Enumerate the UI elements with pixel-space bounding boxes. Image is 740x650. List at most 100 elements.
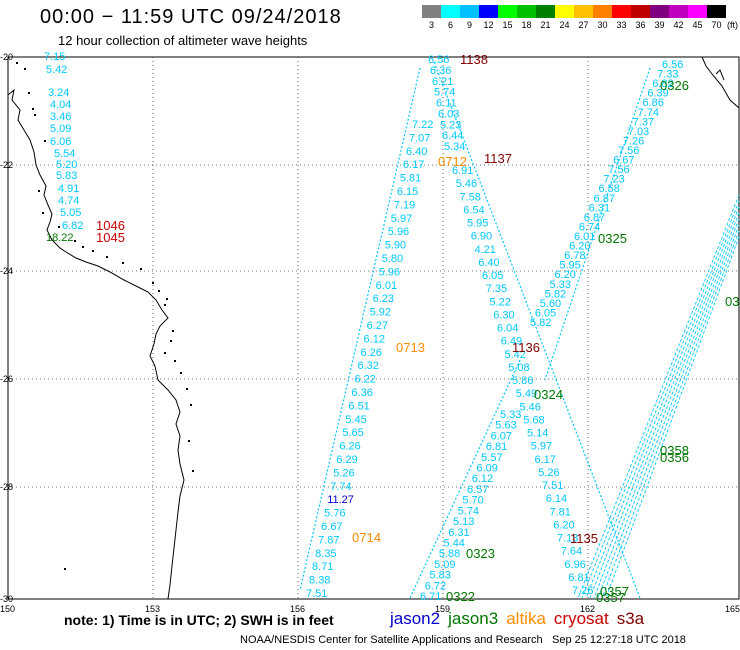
swh-value: 7.33 [657,69,678,81]
swh-value: 5.46 [520,401,541,413]
swh-value: 7.74 [330,481,351,493]
swh-value: 6.14 [546,493,567,505]
pass-label: 0714 [352,530,381,545]
swh-value: 7.56 [608,164,629,176]
swh-value: 5.97 [531,441,552,453]
swh-value: 5.86 [512,375,533,387]
swh-value: 6.36 [430,65,451,77]
lat-label: -30 [0,594,13,604]
swh-value: 6.67 [613,155,634,167]
reef-island [190,404,192,406]
reef-island [186,388,188,390]
new-caledonia-coastline [701,56,740,109]
swh-value: 5.74 [434,87,455,99]
swh-value: 7.35 [486,283,507,295]
swh-value: 5.14 [527,428,548,440]
pass-label: 0358 [660,443,689,458]
swh-value: 6.30 [493,309,514,321]
swh-value: 18.22 [46,232,74,244]
swh-value: 6.51 [348,400,369,412]
swh-value: 7.23 [603,174,624,186]
track-line [581,200,740,599]
scale-label: 70 [711,20,722,30]
scale-color-box [688,5,707,18]
scale-label: 33 [616,20,627,30]
pass-label: 0326 [660,78,689,93]
swh-value: 7.03 [628,126,649,138]
legend-jason2: jason2 [390,609,441,628]
swh-value: 4.04 [50,99,71,111]
reef-island [106,256,108,258]
swh-value: 3.24 [48,87,69,99]
map-frame [7,56,740,600]
lat-label: -24 [0,266,13,276]
scale-label: 18 [521,20,532,30]
reef-island [158,290,160,292]
swh-value: 6.21 [432,76,453,88]
swh-value: 5.45 [345,414,366,426]
reef-island [192,470,194,472]
swh-value: 6.23 [373,293,394,305]
swh-value: 6.31 [589,202,610,214]
track-line [605,236,740,599]
scale-label: 21 [540,20,551,30]
reef-island [74,240,76,242]
swh-value: 5.23 [440,119,461,131]
pass-label: 0323 [466,546,495,561]
swh-value: 7.13 [557,533,578,545]
swh-value: 6.20 [554,269,575,281]
reef-island [164,352,166,354]
reef-island [140,268,142,270]
swh-value: 8.71 [312,561,333,573]
swh-value: 3.46 [50,111,71,123]
swh-value: 5.13 [453,516,474,528]
swh-value: 7.07 [409,132,430,144]
swh-value: 5.49 [516,388,537,400]
swh-value: 7.74 [638,107,659,119]
swh-value: 6.40 [406,146,427,158]
pass-label: 1045 [96,230,125,245]
legend-s3a: s3a [616,609,645,628]
swh-value: 5.70 [462,495,483,507]
reef-island [188,440,190,442]
scale-swatch: 45 [688,5,707,30]
swh-value: 5.88 [439,548,460,560]
lon-label: 165 [725,604,740,614]
track-line [299,67,421,591]
swh-value: 5.68 [523,414,544,426]
track-line [589,212,740,599]
swh-value: 6.54 [463,204,484,216]
swh-value: 5.44 [444,537,465,549]
reef-island [64,568,66,570]
reef-island [170,340,172,342]
pass-label: 1136 [512,340,540,355]
swh-value: 5.09 [50,123,71,135]
swh-value: 5.60 [540,298,561,310]
pass-label: 03 [725,294,739,309]
swh-value: 7.64 [561,546,582,558]
lon-label: 156 [290,604,305,614]
swh-value: 5.33 [500,409,521,421]
swh-value: 5.63 [495,420,516,432]
swh-value: 6.01 [574,231,595,243]
reef-island [92,250,94,252]
scale-swatch: 9 [460,5,479,30]
swh-value: 6.17 [535,454,556,466]
pass-label: 0356 [660,450,689,465]
swh-value: 6.57 [467,484,488,496]
scale-swatch: 39 [650,5,669,30]
scale-color-box [498,5,517,18]
scale-color-box [536,5,555,18]
scale-swatch: 24 [555,5,574,30]
scale-color-box [631,5,650,18]
swh-value: 6.05 [535,307,556,319]
lat-label: -22 [0,160,13,170]
swh-value: 11.27 [327,494,354,506]
reef-island [152,282,154,284]
pass-label: 0712 [438,154,467,169]
swh-value: 5.82 [545,288,566,300]
scale-swatch: 18 [517,5,536,30]
swh-value: 7.26 [572,585,593,597]
